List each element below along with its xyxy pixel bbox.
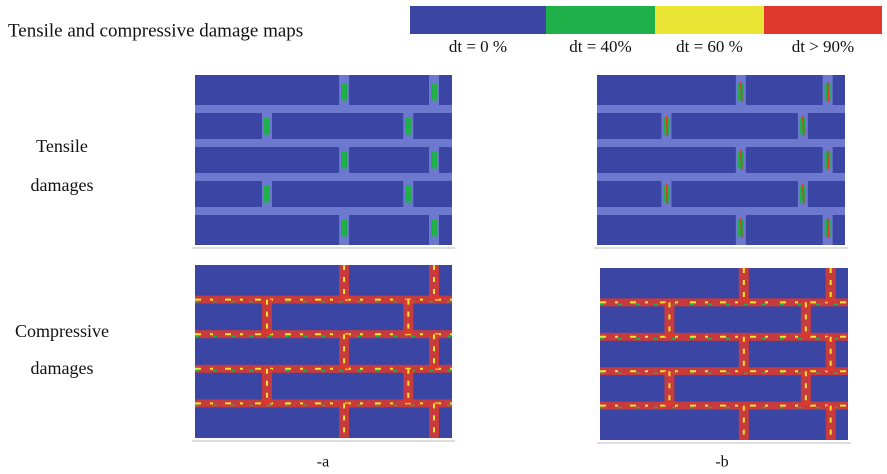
row-label: Tensile [36, 136, 88, 156]
wall [195, 265, 452, 438]
crack-core [741, 82, 742, 102]
crack-core [803, 116, 804, 136]
head-joint [339, 334, 349, 369]
crack [341, 220, 347, 237]
legend-swatch [655, 6, 764, 34]
head-joint [801, 371, 811, 405]
row-label: damages [31, 358, 94, 378]
row-label: damages [31, 175, 94, 195]
crack-core [828, 218, 829, 238]
crack-core [741, 150, 742, 170]
head-joint [739, 268, 749, 302]
head-joint [826, 268, 836, 302]
crack [264, 118, 270, 135]
panel-label: -b [715, 454, 728, 471]
head-joint [664, 371, 674, 405]
crack [341, 152, 347, 169]
head-joint [739, 337, 749, 371]
legend-swatch [546, 6, 655, 34]
head-joint [429, 265, 439, 300]
crack [405, 118, 411, 135]
head-joint [339, 265, 349, 300]
head-joint [339, 403, 349, 438]
legend-label: dt = 40% [569, 37, 631, 56]
wall [600, 268, 848, 440]
head-joint [826, 406, 836, 440]
damage-map [594, 75, 848, 248]
damage-map [597, 268, 851, 443]
bed-joint [195, 399, 452, 407]
legend-label: dt > 90% [792, 37, 854, 56]
legend-swatch [410, 6, 546, 34]
crack [264, 186, 270, 203]
head-joint [429, 334, 439, 369]
damage-map [192, 265, 455, 441]
head-joint [739, 406, 749, 440]
figure-title: Tensile and compressive damage maps [8, 20, 303, 41]
legend-swatch [764, 6, 882, 34]
head-joint [429, 403, 439, 438]
crack [431, 220, 437, 237]
crack [431, 152, 437, 169]
panel-label: -a [317, 454, 329, 471]
bed-joint [195, 365, 452, 373]
legend-label: dt = 60 % [676, 37, 743, 56]
bed-joint [195, 330, 452, 338]
row-label: Compressive [15, 321, 109, 341]
crack [431, 84, 437, 101]
crack [341, 84, 347, 101]
head-joint [262, 369, 272, 404]
wall [597, 75, 845, 245]
bed-joint [195, 296, 452, 304]
bed-joint [195, 207, 452, 215]
damage-map [192, 75, 455, 248]
crack-core [828, 82, 829, 102]
crack-core [828, 150, 829, 170]
legend-label: dt = 0 % [449, 37, 507, 56]
panels [192, 75, 851, 443]
head-joint [664, 302, 674, 336]
crack-core [666, 116, 667, 136]
crack [405, 186, 411, 203]
crack-core [666, 184, 667, 204]
wall [195, 75, 452, 245]
head-joint [826, 337, 836, 371]
crack-core [803, 184, 804, 204]
bed-joint [195, 105, 452, 113]
head-joint [403, 369, 413, 404]
crack-core [741, 218, 742, 238]
bed-joint [195, 173, 452, 181]
figure: Tensile and compressive damage maps dt =… [0, 0, 887, 474]
legend: dt = 0 % dt = 40% dt = 60 % dt > 90% [410, 6, 882, 56]
head-joint [403, 300, 413, 335]
bed-joint [195, 139, 452, 147]
head-joint [801, 302, 811, 336]
head-joint [262, 300, 272, 335]
